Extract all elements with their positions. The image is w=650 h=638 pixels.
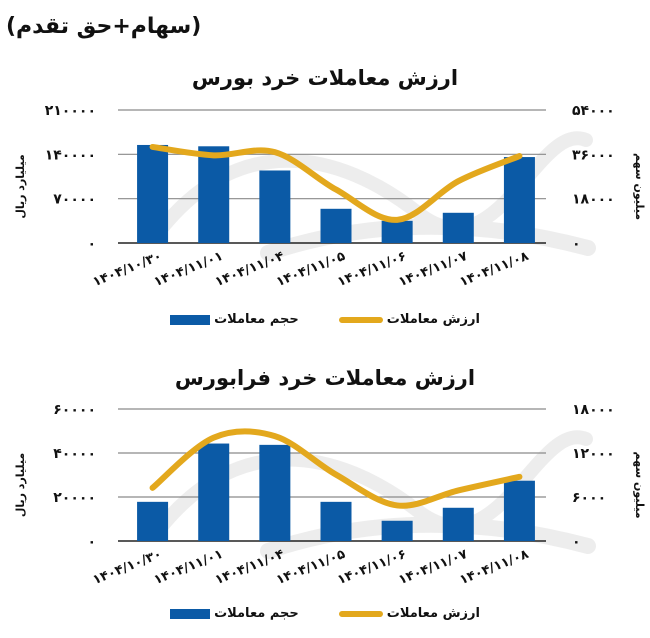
bar [198, 146, 230, 243]
right-axis-tick-label: ۳۶۰۰۰ [572, 147, 615, 163]
value-line [149, 143, 523, 223]
bar [320, 208, 352, 243]
right-axis-tick-label: ۰ [572, 236, 581, 252]
left-axis-tick-label: ۲۰۰۰۰ [53, 490, 96, 506]
legend-item-value: ارزش معاملات [338, 312, 480, 327]
legend-value-label: ارزش معاملات [386, 606, 480, 621]
legend-bar-swatch-icon [170, 314, 211, 325]
legend-volume-label: حجم معاملات [214, 312, 299, 327]
left-axis-tick-label: ۱۴۰۰۰۰ [45, 147, 96, 163]
bar [137, 144, 169, 243]
chart-title-farabourse: ارزش معاملات خرد فرابورس [174, 366, 476, 390]
right-axis-tick-label: ۱۸۰۰۰ [572, 192, 615, 208]
bar [320, 501, 352, 541]
right-axis-tick-label: ۱۸۰۰۰ [572, 402, 615, 418]
bar [381, 220, 413, 243]
legend-item-volume: حجم معاملات [170, 312, 299, 327]
right-axis-tick-label: ۶۰۰۰ [572, 490, 606, 506]
legend-bar-swatch-icon [170, 608, 211, 619]
chart-farabourse: ۰ ۲۰۰۰۰ ۴۰۰۰۰ ۶۰۰۰۰ ۰ ۶۰۰۰ ۱۲۰۰۰ ۱۸۰۰۰ میلیارد ر… [14, 402, 646, 588]
left-axis-tick-label: ۲۱۰۰۰۰ [45, 103, 96, 119]
left-axis-tick-label: ۰ [87, 534, 96, 550]
legend-line-swatch-icon [338, 316, 383, 323]
bar [259, 170, 291, 243]
category-label: ۱۴۰۴/۱۱/۰۷ [396, 547, 469, 588]
legend-volume-label: حجم معاملات [214, 606, 299, 621]
left-axis-tick-label: ۴۰۰۰۰ [53, 446, 96, 462]
left-axis-tick-label: ۰ [87, 236, 96, 252]
legend-bourse: ارزش معاملات حجم معاملات [0, 312, 650, 327]
bar [503, 480, 535, 541]
bar [259, 444, 291, 541]
legend-value-label: ارزش معاملات [386, 312, 480, 327]
right-axis-tick-label: ۱۲۰۰۰ [572, 446, 615, 462]
value-line [149, 428, 523, 509]
category-label: ۱۴۰۴/۱۰/۳۰ [91, 547, 164, 588]
chart-title-bourse: ارزش معاملات خرد بورس [191, 66, 459, 90]
category-label: ۱۴۰۴/۱۱/۰۷ [396, 249, 469, 290]
bar [442, 507, 474, 541]
right-axis-title: میلیون سهم [633, 451, 646, 518]
page-subtitle: (سهام+حق تقدم) [6, 14, 202, 39]
left-axis-title: میلیارد ریال [14, 154, 27, 218]
bar [503, 157, 535, 243]
left-axis-tick-label: ۶۰۰۰۰ [53, 402, 96, 418]
category-label: ۱۴۰۴/۱۰/۳۰ [91, 249, 164, 290]
right-axis-tick-label: ۵۴۰۰۰ [572, 103, 615, 119]
bar [198, 443, 230, 541]
right-axis-tick-label: ۰ [572, 534, 581, 550]
legend-item-value: ارزش معاملات [338, 606, 480, 621]
left-axis-tick-label: ۷۰۰۰۰ [53, 192, 96, 208]
left-axis-title: میلیارد ریال [14, 453, 27, 517]
category-label: ۱۴۰۴/۱۱/۰۸ [458, 249, 531, 290]
watermark-logo-icon [151, 430, 596, 559]
category-label: ۱۴۰۴/۱۱/۰۸ [458, 547, 531, 588]
bar [381, 520, 413, 541]
category-label: ۱۴۰۴/۱۱/۰۴ [213, 249, 286, 290]
bar [137, 501, 169, 541]
category-label: ۱۴۰۴/۱۱/۰۴ [213, 547, 286, 588]
category-label: ۱۴۰۴/۱۱/۰۶ [335, 547, 408, 588]
category-label: ۱۴۰۴/۱۱/۰۱ [152, 249, 225, 290]
chart-bourse: ۰ ۷۰۰۰۰ ۱۴۰۰۰۰ ۲۱۰۰۰۰ ۰ ۱۸۰۰۰ ۳۶۰۰۰ ۵۴۰۰۰ میلیار… [14, 103, 646, 290]
bar [442, 212, 474, 243]
category-label: ۱۴۰۴/۱۱/۰۶ [335, 249, 408, 290]
right-axis-title: میلیون سهم [633, 153, 646, 220]
legend-farabourse: ارزش معاملات حجم معاملات [0, 606, 650, 621]
legend-line-swatch-icon [338, 610, 383, 617]
legend-item-volume: حجم معاملات [170, 606, 299, 621]
category-label: ۱۴۰۴/۱۱/۰۱ [152, 547, 225, 588]
